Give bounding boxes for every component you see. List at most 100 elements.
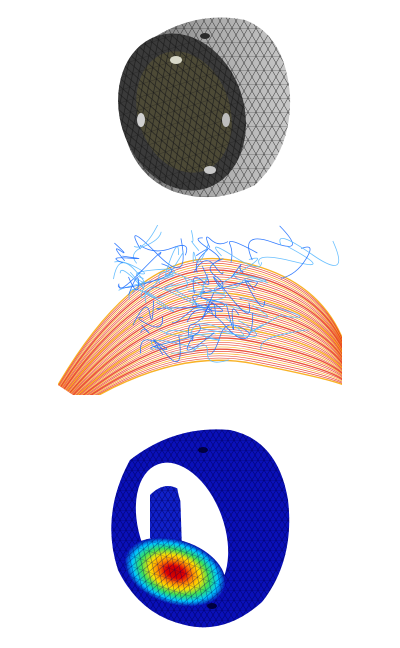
warm-streamline	[60, 269, 342, 388]
cool-streamlines	[113, 225, 340, 363]
meshed-cylinder-graphic	[118, 17, 291, 198]
warm-streamline	[96, 357, 342, 395]
warm-streamline	[81, 333, 342, 395]
cool-streamline	[280, 246, 311, 279]
warm-streamline	[86, 342, 342, 395]
cool-streamline	[195, 248, 209, 273]
ring-hole	[207, 603, 217, 609]
warm-streamline	[72, 312, 342, 395]
warm-streamline	[61, 274, 342, 388]
warm-streamline	[77, 326, 342, 395]
ring-hole	[198, 447, 208, 453]
cool-streamline	[133, 225, 159, 248]
warm-streamline	[67, 294, 342, 392]
cool-streamline	[232, 273, 267, 282]
warm-streamline	[60, 267, 342, 387]
warm-streamline	[71, 310, 342, 395]
warm-streamline	[61, 271, 342, 388]
cool-streamline	[192, 244, 209, 263]
cool-streamline	[215, 246, 262, 268]
cool-streamline	[132, 300, 154, 326]
streamlines-panel	[0, 225, 400, 395]
cool-streamline	[244, 279, 266, 307]
cool-streamline	[165, 246, 184, 277]
cool-streamline	[190, 317, 245, 341]
cool-streamline	[134, 235, 184, 269]
streamlines-graphic	[58, 225, 342, 395]
warm-streamline	[58, 262, 342, 386]
cool-streamline	[144, 286, 206, 310]
cool-streamline	[212, 276, 251, 314]
warm-streamline	[63, 278, 342, 389]
cool-streamline	[207, 324, 250, 355]
warm-streamline	[58, 260, 342, 386]
warm-streamline	[88, 346, 342, 395]
cool-streamline	[225, 303, 240, 330]
cool-streamline	[229, 241, 258, 263]
warm-streamline	[64, 285, 342, 391]
cool-streamline	[190, 230, 200, 251]
cool-streamline	[260, 329, 310, 351]
cool-streamline	[165, 329, 221, 341]
stress-contour-graphic	[111, 429, 290, 628]
cool-streamline	[158, 271, 225, 295]
cool-streamline	[115, 255, 140, 264]
cool-streamline	[113, 262, 145, 283]
warm-streamline	[84, 339, 342, 395]
cool-streamline	[140, 324, 150, 334]
cool-streamline	[186, 332, 215, 351]
cool-streamline	[188, 290, 227, 302]
warm-streamline	[93, 353, 342, 395]
warm-streamline	[82, 337, 342, 395]
cool-streamline	[197, 237, 220, 262]
stress-contour-panel	[0, 420, 400, 648]
cool-streamline	[231, 263, 244, 278]
warm-streamline	[97, 359, 342, 395]
cool-streamline	[206, 236, 229, 248]
cool-streamline	[209, 258, 224, 290]
warm-streamline	[79, 330, 342, 395]
cool-streamline	[140, 339, 168, 354]
cylinder-hole	[222, 113, 230, 127]
warm-streamline	[58, 257, 342, 386]
cool-streamline	[164, 277, 209, 288]
warm-streamline	[89, 348, 342, 395]
cool-streamline	[248, 313, 283, 334]
cool-streamline	[114, 242, 126, 262]
cool-streamline	[186, 309, 254, 339]
cool-streamline	[192, 294, 223, 312]
warm-streamline	[63, 280, 342, 390]
cool-streamline	[158, 328, 216, 337]
cool-streamline	[213, 257, 259, 291]
warm-streamline	[65, 287, 342, 391]
cool-streamline	[128, 276, 139, 296]
warm-streamline	[66, 292, 342, 392]
cool-streamline	[248, 225, 293, 261]
ring-hole	[141, 524, 149, 536]
cool-streamline	[138, 316, 163, 328]
cool-streamline	[193, 260, 224, 275]
warm-streamline	[62, 276, 342, 389]
warm-streamline	[59, 265, 342, 387]
cool-streamline	[150, 323, 201, 350]
cool-streamline	[153, 335, 181, 363]
warm-streamline	[69, 303, 342, 394]
cylinder-hole	[200, 33, 210, 39]
cool-streamline	[119, 269, 144, 289]
warm-streamline	[73, 317, 342, 395]
cool-streamline	[227, 277, 268, 289]
cool-streamline	[239, 297, 301, 318]
cool-streamline	[192, 344, 230, 363]
warm-streamline	[72, 314, 342, 395]
warm-streamline	[66, 290, 342, 391]
warm-streamline	[91, 351, 342, 395]
cool-streamline	[139, 245, 188, 256]
cool-streamline	[144, 290, 166, 299]
cylinder-hole	[204, 166, 216, 174]
warm-streamline	[87, 344, 342, 395]
warm-streamline	[69, 301, 342, 393]
meshed-cylinder-panel	[0, 0, 400, 210]
warm-streamline	[67, 296, 342, 393]
cool-streamline	[151, 339, 196, 354]
cool-streamline	[128, 288, 175, 313]
